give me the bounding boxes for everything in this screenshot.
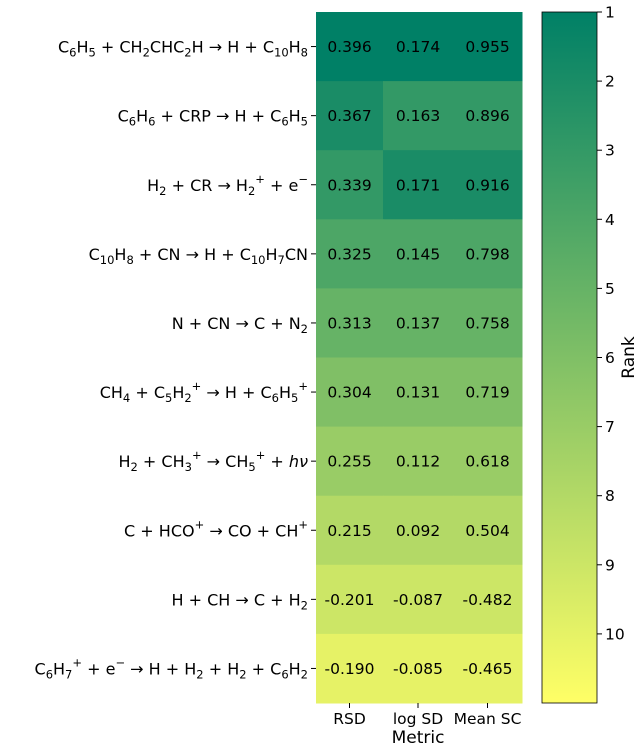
colorbar-label: Rank [619,336,639,379]
colorbar-tick-label: 3 [605,142,615,160]
heatmap-cell [383,288,454,358]
colorbar-tick-label: 6 [605,349,615,367]
row-label: C + HCO+ → CO + CH+ [124,517,308,540]
colorbar-tick-label: 10 [605,625,625,643]
cell-value: 0.504 [465,522,509,540]
heatmap-cell [453,288,523,358]
row-label: H2 + CR → H2+ + e− [147,172,308,198]
colorbar: 1 2 3 4 5 6 7 8 9 10 [541,4,625,704]
row-label: C6H5 + CH2CHC2H → H + C10H8 [58,38,308,60]
row-label: H + CH → C + H2 [172,590,309,612]
row-label: CH4 + C5H2+ → H + C6H5+ [100,379,308,405]
heatmap-cell [316,12,384,82]
heatmap-cell [383,564,454,635]
heatmap-cell [316,495,384,566]
cell-value: -0.087 [393,591,443,609]
cell-value: 0.255 [327,453,371,471]
heatmap-cell [383,495,454,566]
colorbar-tick-label: 7 [605,418,615,436]
cell-value: 0.174 [396,38,440,56]
cell-value: 0.304 [327,384,371,402]
cell-value: 0.758 [465,314,509,332]
cell-value: -0.465 [463,660,513,678]
colorbar-tick-label: 8 [605,487,615,505]
heatmap-cell [383,81,454,151]
cell-value: -0.190 [325,660,375,678]
heatmap-cell [316,426,384,497]
heatmap-cell [316,564,384,635]
cell-value: -0.201 [325,591,375,609]
row-label: C6H6 + CRP → H + C6H5 [118,107,308,129]
x-axis-label: Metric [392,728,445,748]
heatmap-cell-labels: 0.396 0.174 0.955 0.367 0.163 0.896 0.339 0.171… [325,38,513,678]
cell-value: 0.916 [465,176,509,194]
row-label: N + CN → C + N2 [172,314,308,336]
heatmap-cell [316,81,384,151]
heatmap-cell [453,495,523,566]
colorbar-tick-label: 2 [605,73,615,91]
column-label: log SD [393,710,443,728]
heatmap-cell [453,81,523,151]
colorbar-tick-label: 9 [605,556,615,574]
cell-value: 0.396 [327,38,371,56]
cell-value: 0.137 [396,314,440,332]
heatmap-cell [316,219,384,289]
cell-value: 0.145 [396,245,440,263]
heatmap-cell [383,219,454,289]
cell-value: 0.131 [396,384,440,402]
cell-value: -0.482 [463,591,513,609]
cell-value: 0.171 [396,176,440,194]
colorbar-tick-label: 4 [605,211,615,229]
cell-value: -0.085 [393,660,443,678]
cell-value: 0.112 [396,453,440,471]
heatmap-cell [316,633,384,704]
row-labels: C6H5 + CH2CHC2H → H + C10H8 C6H6 + CRP → … [35,38,316,681]
heatmap-cell [316,288,384,358]
cell-value: 0.339 [327,176,371,194]
cell-value: 0.896 [465,107,509,125]
cell-value: 0.798 [465,245,509,263]
row-label: H2 + CH3+ → CH5+ + hν [118,448,308,474]
column-label: RSD [333,710,366,728]
cell-value: 0.163 [396,107,440,125]
colorbar-tick-label: 1 [605,4,615,22]
heatmap-cell [453,426,523,497]
cell-value: 0.367 [327,107,371,125]
heatmap-cell [383,12,454,82]
row-label: C6H7+ + e− → H + H2 + H2 + C6H2 [35,655,308,681]
column-label: Mean SC [454,710,522,728]
heatmap-cell [383,150,454,220]
cell-value: 0.719 [465,384,509,402]
heatmap-cell [383,633,454,704]
heatmap-cell [453,150,523,220]
heatmap-cells [316,12,523,704]
heatmap-cell [453,12,523,82]
cell-value: 0.618 [465,453,509,471]
cell-value: 0.325 [327,245,371,263]
heatmap-cell [453,357,523,428]
heatmap-cell [453,219,523,289]
cell-value: 0.313 [327,314,371,332]
heatmap-cell [316,150,384,220]
colorbar-gradient [541,11,598,704]
cell-value: 0.955 [465,38,509,56]
heatmap-cell [453,633,523,704]
column-labels: RSD log SD Mean SC [333,703,521,728]
row-label: C10H8 + CN → H + C10H7CN [89,245,308,267]
cell-value: 0.092 [396,522,440,540]
heatmap-cell [453,564,523,635]
heatmap-cell [383,357,454,428]
heatmap-cell [316,357,384,428]
heatmap-cell [383,426,454,497]
colorbar-tick-label: 5 [605,280,615,298]
cell-value: 0.215 [327,522,371,540]
